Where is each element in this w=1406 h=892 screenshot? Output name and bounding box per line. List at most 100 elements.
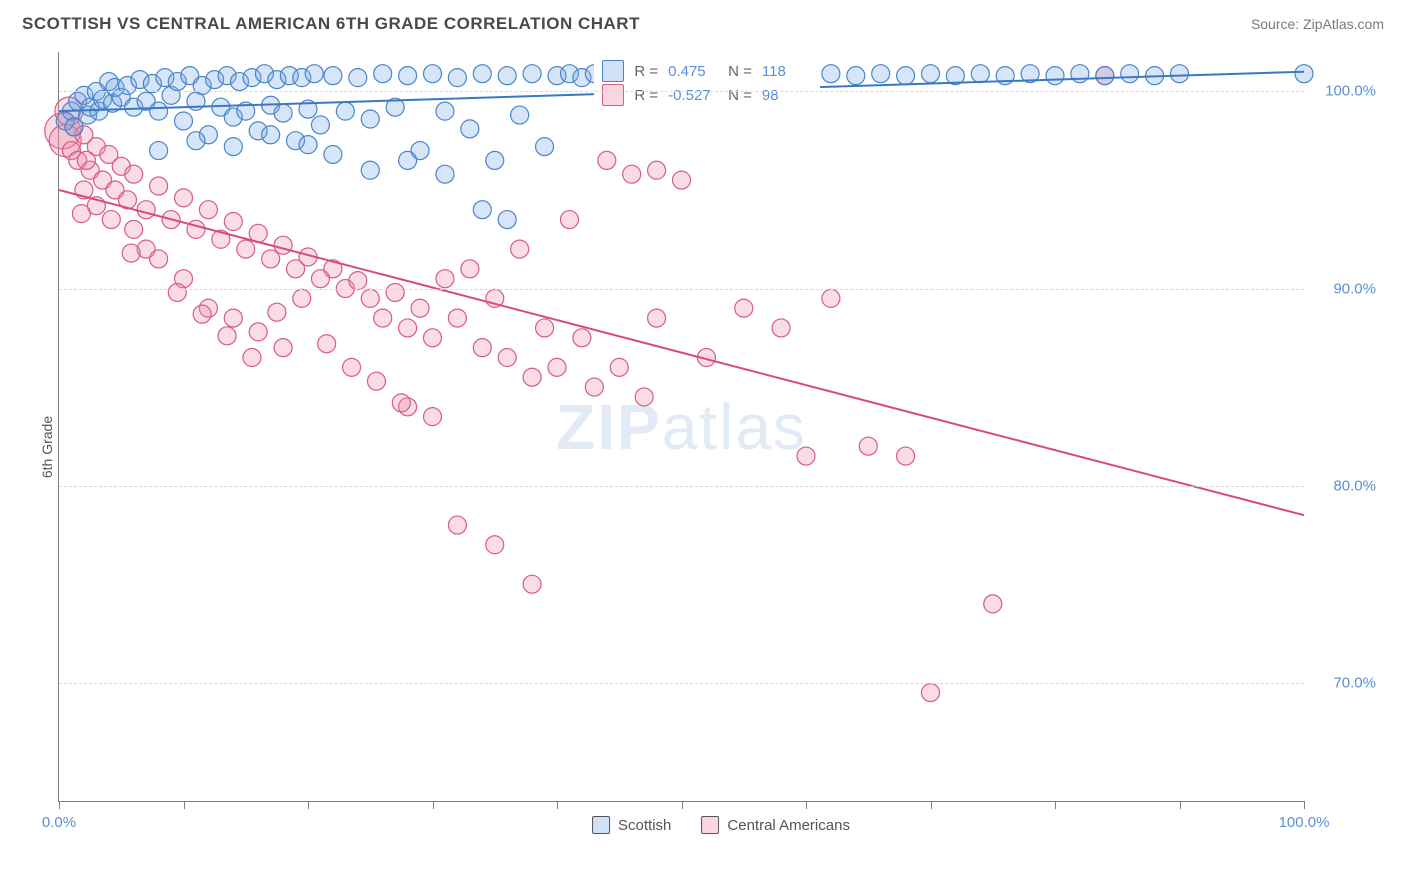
data-point [299,136,317,154]
r-value-central: -0.527 [668,87,718,104]
data-point [922,65,940,83]
data-point [137,201,155,219]
chart-title: SCOTTISH VS CENTRAL AMERICAN 6TH GRADE C… [22,14,640,34]
data-point [498,349,516,367]
data-point [822,65,840,83]
data-point [237,240,255,258]
data-point [293,289,311,307]
data-point [72,205,90,223]
data-point [102,211,120,229]
data-point [560,211,578,229]
data-point [361,289,379,307]
xtick [1180,801,1181,809]
data-point [511,240,529,258]
data-point [150,250,168,268]
data-point [262,126,280,144]
scatter-svg [59,52,1304,801]
ytick-label: 80.0% [1333,477,1376,494]
n-label: N = [728,63,752,80]
data-point [125,165,143,183]
data-point [175,189,193,207]
data-point [448,516,466,534]
data-point [448,309,466,327]
data-point [374,309,392,327]
data-point [424,65,442,83]
xtick [59,801,60,809]
n-value-scottish: 118 [762,63,812,80]
data-point [1171,65,1189,83]
n-value-central: 98 [762,87,812,104]
data-point [486,151,504,169]
data-point [324,145,342,163]
legend-item-scottish: Scottish [592,816,671,834]
data-point [523,575,541,593]
data-point [984,595,1002,613]
swatch-scottish-icon [592,816,610,834]
data-point [122,244,140,262]
data-point [399,151,417,169]
r-label: R = [634,63,658,80]
data-point [77,151,95,169]
data-point [436,102,454,120]
data-point [268,303,286,321]
xtick-label: 0.0% [42,814,76,831]
data-point [797,447,815,465]
data-point [448,69,466,87]
ytick-label: 90.0% [1333,280,1376,297]
stats-row-central: R = -0.527 N = 98 [602,84,812,106]
xtick [433,801,434,809]
xtick [557,801,558,809]
data-point [897,67,915,85]
xtick [1055,801,1056,809]
data-point [199,201,217,219]
legend-label-scottish: Scottish [618,817,671,834]
gridline [59,91,1304,92]
data-point [498,67,516,85]
stats-row-scottish: R = 0.475 N = 118 [602,60,812,82]
data-point [224,309,242,327]
xtick [931,801,932,809]
data-point [361,110,379,128]
data-point [411,299,429,317]
data-point [486,536,504,554]
data-point [897,447,915,465]
xtick [806,801,807,809]
data-point [511,106,529,124]
data-point [673,171,691,189]
data-point [1096,67,1114,85]
swatch-central [602,84,624,106]
r-value-scottish: 0.475 [668,63,718,80]
data-point [610,358,628,376]
data-point [150,177,168,195]
series-legend: Scottish Central Americans [592,816,850,834]
data-point [168,283,186,301]
data-point [573,329,591,347]
data-point [548,358,566,376]
data-point [473,201,491,219]
data-point [424,329,442,347]
data-point [585,378,603,396]
ytick-label: 70.0% [1333,674,1376,691]
data-point [1046,67,1064,85]
legend-label-central: Central Americans [727,817,850,834]
data-point [922,684,940,702]
plot-area: ZIPatlas R = 0.475 N = 118 R = -0.527 N … [58,52,1304,802]
data-point [224,138,242,156]
data-point [305,65,323,83]
data-point [150,102,168,120]
xtick-label: 100.0% [1279,814,1330,831]
data-point [193,305,211,323]
data-point [324,67,342,85]
n-label: N = [728,87,752,104]
data-point [648,161,666,179]
data-point [274,104,292,122]
data-point [336,102,354,120]
data-point [125,220,143,238]
data-point [735,299,753,317]
data-point [361,161,379,179]
data-point [243,349,261,367]
swatch-scottish [602,60,624,82]
data-point [872,65,890,83]
data-point [249,323,267,341]
data-point [399,67,417,85]
